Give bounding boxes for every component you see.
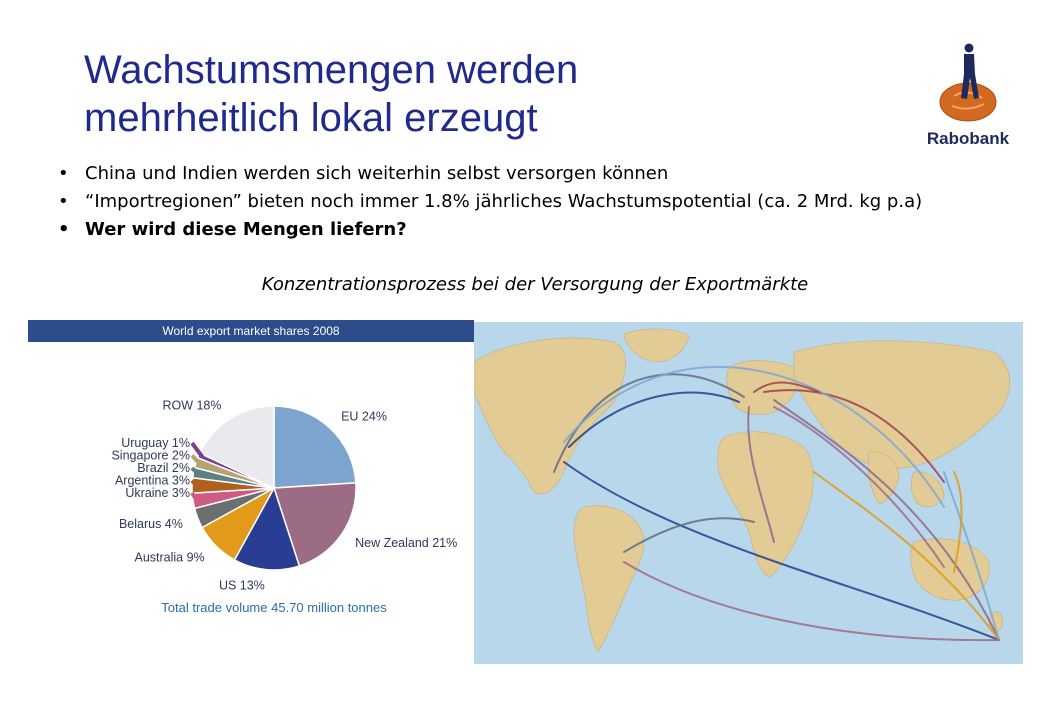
pie-slice-eu [273,405,357,489]
bullet-item: • China und Indien werden sich weiterhin … [58,160,1004,188]
pie-label-brazil: Brazil 2% [137,461,190,475]
bullet-list: • China und Indien werden sich weiterhin … [58,160,1004,244]
pie-label-uruguay: Uruguay 1% [121,436,190,450]
route-europe-asia [763,389,945,483]
route-australia-asia [953,471,963,573]
bullet-dot: • [58,219,70,240]
pie-label-ukraine: Ukraine 3% [125,486,190,500]
pie-slices [191,405,357,571]
route-nz-europe [773,399,1000,641]
pie-labels: EU 24% New Zealand 21% US 13% Australia 9% B… [111,398,457,592]
logo-figure-head [964,43,974,53]
pie-leader-brazil [190,466,199,475]
route-australia-europe [773,406,945,568]
logo-text: Rabobank [927,129,1010,148]
slide-title-line-2: mehrheitlich lokal erzeugt [84,96,538,140]
bullet-item: • Wer wird diese Mengen liefern? [58,216,1004,244]
pie-label-argentina: Argentina 3% [115,474,190,488]
route-europe-africa [747,406,775,543]
pie-slice-new-zealand [272,482,357,567]
pie-leader-singapore [190,454,202,466]
pie-label-belarus: Belarus 4% [119,517,183,531]
pie-chart-panel: World export market shares 2008 EU 24% Ne… [28,320,474,630]
logo-figure [961,54,979,99]
land-asia [793,340,1010,470]
land-southeast-asia [910,471,945,507]
pie-leader-ukraine [190,491,199,502]
pie-label-row: ROW 18% [162,398,221,412]
route-us-asia [563,365,945,508]
pie-slice-us [233,486,301,571]
chart-note: Total trade volume 45.70 million tonnes [161,600,387,615]
rabobank-logo: Rabobank [927,43,1010,148]
pie-label-new-zealand: New Zealand 21% [355,536,457,550]
map-land [474,328,1010,653]
bullet-text: Wer wird diese Mengen liefern? [85,219,407,240]
pie-label-singapore: Singapore 2% [111,449,190,463]
route-us-europe [568,391,740,448]
bullet-dot: • [58,163,69,184]
pie-slice-row [198,405,275,490]
route-europe-americas [553,373,745,473]
trade-routes [553,365,1000,642]
logo-globe [940,83,996,121]
bullet-text: China und Indien werden sich weiterhin s… [85,163,669,184]
bullet-dot: • [58,191,69,212]
route-europe-russia [753,381,820,393]
chart-title: World export market shares 2008 [28,320,474,342]
pie-leader-uruguay [190,441,205,459]
pie-leader-lines [190,441,205,502]
bullet-item: • “Importregionen” bieten noch immer 1.8%… [58,188,1004,216]
bullet-text: “Importregionen” bieten noch immer 1.8% … [85,191,923,212]
pie-label-australia: Australia 9% [135,550,205,564]
land-south-america [573,505,645,653]
route-nz-americas [563,461,1000,641]
slide-title: Wachstumsmengen werden mehrheitlich loka… [84,46,578,142]
route-nz-south-america [623,561,1000,642]
land-greenland [623,328,690,362]
pie-leader-argentina [190,479,198,487]
pie-chart: EU 24% New Zealand 21% US 13% Australia 9% B… [111,398,457,615]
route-south-america-africa [623,517,755,553]
route-nz-middle-east [813,471,1000,641]
pie-label-eu: EU 24% [341,410,387,424]
land-africa [717,431,814,578]
slide-title-line-1: Wachstumsmengen werden [84,48,579,92]
world-trade-map [474,322,1023,664]
subline: Konzentrationsprozess bei der Versorgung… [261,274,809,295]
pie-label-us: US 13% [219,579,265,593]
route-nz-asia [943,471,1000,641]
land-north-america [474,337,626,495]
